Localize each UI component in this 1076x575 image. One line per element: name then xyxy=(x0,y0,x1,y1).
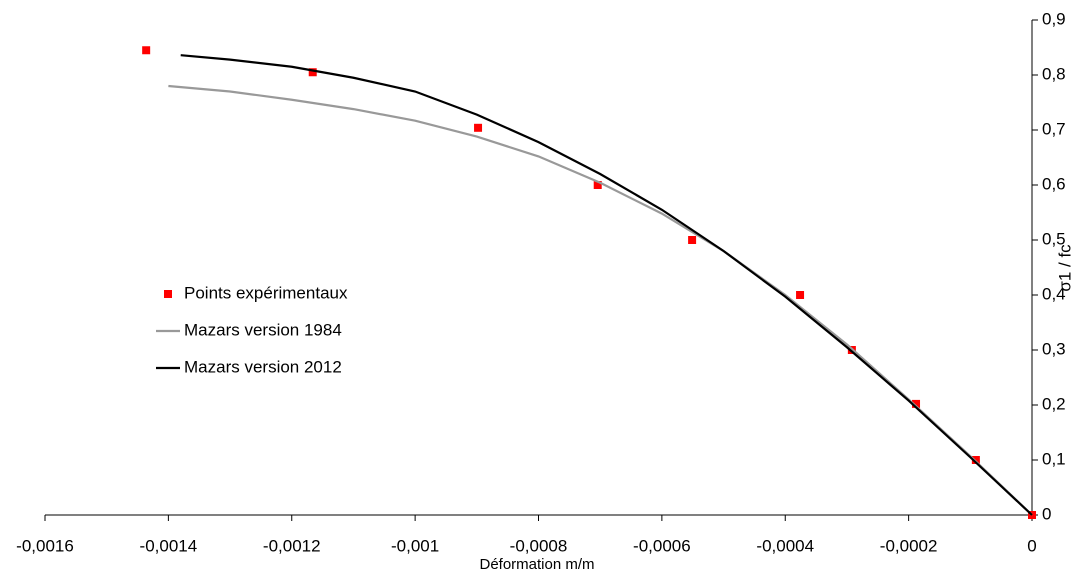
legend-marker xyxy=(164,290,172,298)
y-axis-label: σ1 / fc xyxy=(1055,244,1074,292)
x-tick-label: -0,0014 xyxy=(140,536,198,555)
y-tick-label: 0,6 xyxy=(1042,174,1066,193)
point xyxy=(796,291,805,299)
x-tick-label: -0,0016 xyxy=(16,536,74,555)
point xyxy=(142,46,151,55)
point xyxy=(912,399,921,408)
line xyxy=(168,84,1033,516)
line xyxy=(180,54,1033,516)
y-tick-label: 0,5 xyxy=(1042,229,1066,248)
x-tick-label: -0,0004 xyxy=(756,536,814,555)
legend-label: Points expérimentaux xyxy=(184,283,348,302)
point xyxy=(593,181,602,189)
point xyxy=(688,236,697,244)
y-tick-label: 0,1 xyxy=(1042,449,1066,468)
point xyxy=(308,68,317,77)
legend-label: Mazars version 2012 xyxy=(184,357,342,376)
y-tick-label: 0,2 xyxy=(1042,394,1066,413)
x-tick-label: -0,0012 xyxy=(263,536,321,555)
x-tick-label: -0,001 xyxy=(391,536,439,555)
y-tick-label: 0,7 xyxy=(1042,119,1066,138)
point xyxy=(474,123,483,132)
x-tick-label: -0,0006 xyxy=(633,536,691,555)
x-tick-label: -0,0008 xyxy=(510,536,568,555)
y-tick-label: 0,9 xyxy=(1042,9,1066,28)
x-tick-label: -0,0002 xyxy=(880,536,938,555)
y-tick-label: 0,3 xyxy=(1042,339,1066,358)
y-tick-label: 0,8 xyxy=(1042,64,1066,83)
x-axis-label: Déformation m/m xyxy=(479,556,594,573)
x-tick-label: 0 xyxy=(1027,536,1036,555)
legend-label: Mazars version 1984 xyxy=(184,320,342,339)
y-tick-label: 0 xyxy=(1042,504,1051,523)
y-tick-label: 0,4 xyxy=(1042,284,1066,303)
